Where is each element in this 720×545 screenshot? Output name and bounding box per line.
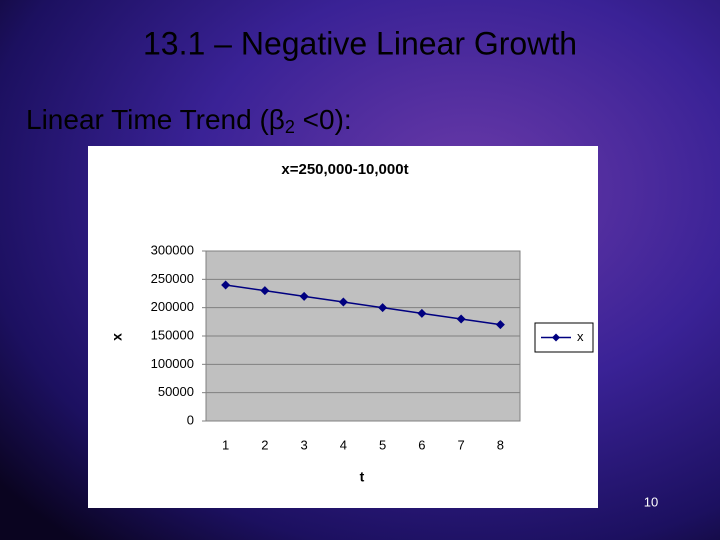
series-line [225, 284, 501, 326]
slide-title: 13.1 – Negative Linear Growth [143, 25, 577, 61]
point-marker [456, 314, 466, 324]
y-tick-label: 200000 [151, 299, 194, 314]
subtitle-text: <0): [295, 104, 352, 135]
x-axis-label: t [360, 469, 365, 485]
x-tick-label: 7 [458, 437, 465, 452]
x-tick-label: 6 [418, 437, 425, 452]
chart-title: x=250,000-10,000t [281, 161, 408, 178]
legend-marker [552, 333, 560, 342]
legend-label: x [577, 329, 584, 344]
x-tick-label: 1 [222, 437, 229, 452]
y-tick-label: 300000 [151, 242, 194, 257]
subtitle-text: Linear Time Trend (β [26, 104, 285, 135]
point-marker [299, 291, 309, 301]
y-tick-label: 0 [187, 412, 194, 427]
point-marker [260, 286, 270, 296]
x-tick-label: 4 [340, 437, 347, 452]
slide-subtitle: Linear Time Trend (β2 <0): [26, 104, 352, 136]
y-tick-label: 250000 [151, 271, 194, 286]
x-tick-label: 8 [497, 437, 504, 452]
y-axis-label: x [109, 333, 125, 341]
point-marker [221, 280, 231, 290]
subtitle-subscript: 2 [285, 117, 295, 137]
x-tick-label: 5 [379, 437, 386, 452]
x-tick-label: 3 [301, 437, 308, 452]
y-tick-label: 150000 [151, 327, 194, 342]
y-tick-label: 100000 [151, 356, 194, 371]
point-marker [495, 320, 505, 330]
point-marker [338, 297, 348, 307]
point-marker [417, 308, 427, 318]
page-number: 10 [644, 494, 658, 509]
point-marker [378, 303, 388, 313]
x-tick-label: 2 [261, 437, 268, 452]
y-tick-label: 50000 [158, 384, 194, 399]
